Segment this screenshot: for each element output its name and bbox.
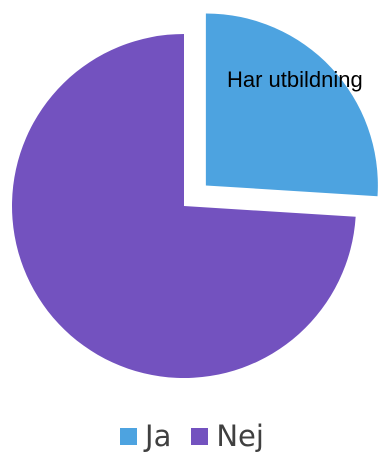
- legend-swatch-nej: [191, 427, 209, 445]
- legend-item-ja: Ja: [120, 419, 171, 453]
- legend-item-nej: Nej: [191, 419, 264, 453]
- legend-label-nej: Nej: [216, 419, 264, 453]
- legend-swatch-ja: [120, 427, 138, 445]
- legend-label-ja: Ja: [145, 419, 172, 453]
- pie-chart: [11, 13, 378, 378]
- legend: Ja Nej: [0, 412, 384, 460]
- pie-slice-nej: [11, 34, 356, 378]
- pie-slice-ja: [205, 13, 378, 197]
- slice-label-har-utbildning: Har utbildning: [227, 67, 363, 92]
